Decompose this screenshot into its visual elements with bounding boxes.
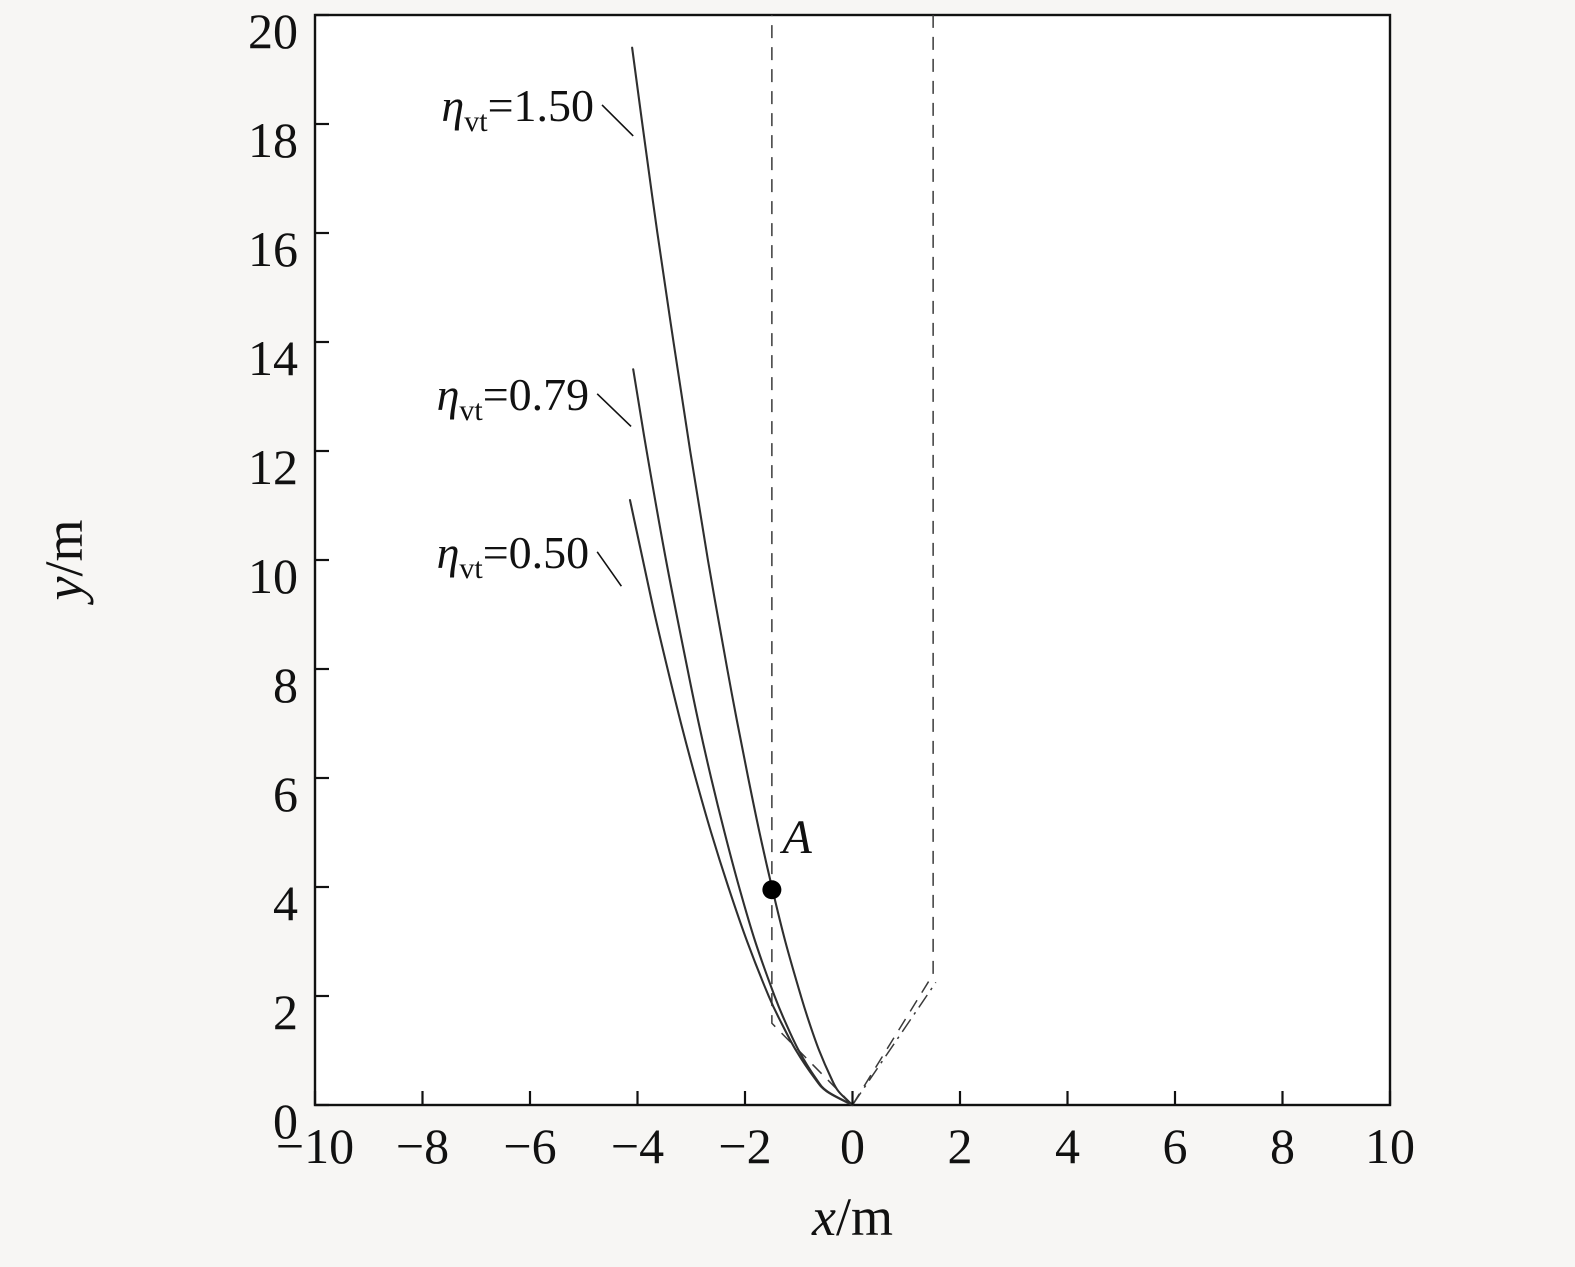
x-tick-label: 4 (1055, 1118, 1080, 1174)
y-tick-label: 16 (248, 221, 298, 277)
left-corridor-boundary (771, 15, 854, 1106)
series-label-eta-vt-0.79: ηvt=0.79 (437, 369, 590, 427)
x-tick-label: −6 (503, 1118, 556, 1174)
x-tick-label: −4 (611, 1118, 664, 1174)
y-tick-label: 2 (273, 984, 298, 1040)
right-corridor-boundary (851, 15, 934, 1106)
point-A-marker (762, 880, 782, 900)
x-tick-label: 8 (1270, 1118, 1295, 1174)
leader-line-eta-vt-0.79 (596, 393, 632, 428)
x-tick-label: −8 (396, 1118, 449, 1174)
leader-line-eta-vt-0.50 (596, 551, 623, 587)
plot-frame (313, 13, 1392, 1107)
y-tick-label: 12 (248, 439, 298, 495)
y-tick-label: 14 (248, 330, 298, 386)
x-tick-label: 2 (948, 1118, 973, 1174)
leader-line-eta-vt-1.50 (601, 104, 634, 137)
y-tick-label: 20 (248, 3, 298, 59)
trajectory-curve-eta-vt-1.50 (631, 46, 854, 1107)
y-tick-label: 0 (273, 1093, 298, 1149)
x-tick-label: 0 (840, 1118, 865, 1174)
x-tick-label: −2 (718, 1118, 771, 1174)
x-tick-label: 10 (1365, 1118, 1415, 1174)
y-tick-label: 4 (273, 875, 298, 931)
trajectory-curve-eta-vt-0.79 (632, 368, 854, 1107)
dashdot-ray (851, 981, 937, 1106)
x-tick-label: 6 (1163, 1118, 1188, 1174)
trajectory-curve-eta-vt-0.50 (628, 499, 854, 1107)
x-tick-label: −10 (276, 1118, 354, 1174)
series-label-eta-vt-1.50: ηvt=1.50 (441, 80, 594, 138)
point-A-label: A (779, 811, 812, 864)
y-axis-label: y/m (34, 520, 94, 606)
series-label-eta-vt-0.50: ηvt=0.50 (437, 527, 590, 585)
y-tick-label: 18 (248, 112, 298, 168)
x-axis-label: x/m (811, 1187, 893, 1247)
y-tick-label: 6 (273, 766, 298, 822)
y-tick-label: 8 (273, 657, 298, 713)
y-tick-label: 10 (248, 548, 298, 604)
